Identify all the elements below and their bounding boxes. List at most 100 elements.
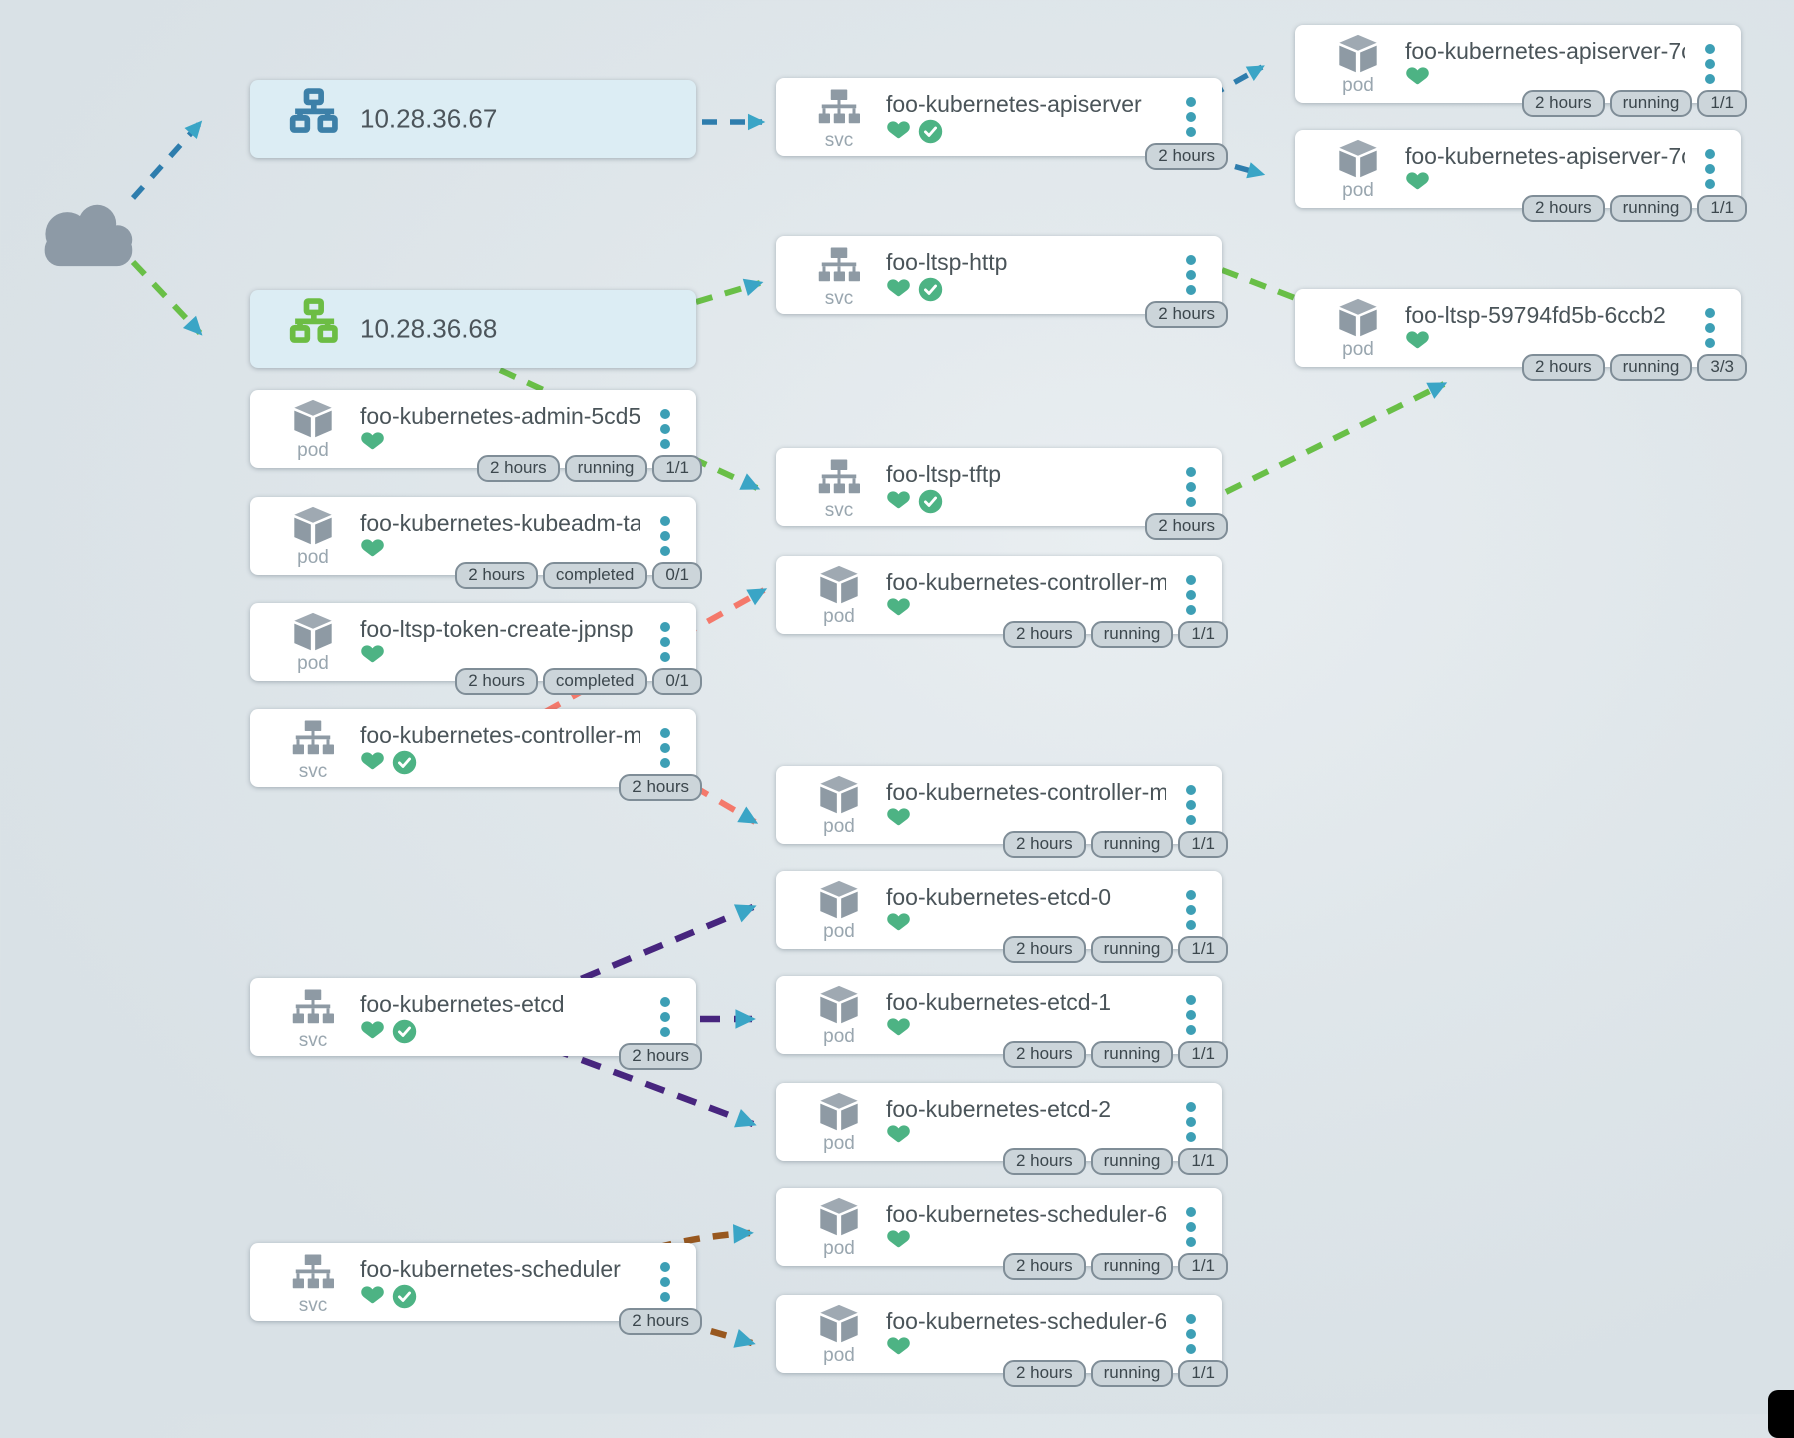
kebab-menu-icon[interactable] bbox=[1182, 991, 1200, 1039]
service-card-foo-kubernetes-apiserver[interactable]: svc foo-kubernetes-apiserver 2 hours bbox=[776, 78, 1228, 170]
kebab-menu-icon[interactable] bbox=[656, 993, 674, 1041]
pod-card-foo-kubernetes-scheduler-1[interactable]: pod foo-kubernetes-scheduler-6776... 2 h… bbox=[776, 1188, 1228, 1280]
ready-badge: 3/3 bbox=[1697, 354, 1747, 381]
card-type-label: pod bbox=[1342, 180, 1374, 201]
ready-badge: 1/1 bbox=[1178, 1253, 1228, 1280]
status-badge: running bbox=[1090, 1253, 1174, 1280]
pod-card-foo-ltsp-token-create[interactable]: pod foo-ltsp-token-create-jpnsp 2 hours … bbox=[250, 603, 702, 695]
kebab-menu-icon[interactable] bbox=[1701, 40, 1719, 88]
kebab-menu-icon[interactable] bbox=[1701, 304, 1719, 352]
node-title: 10.28.36.67 bbox=[360, 103, 498, 134]
kebab-menu-icon[interactable] bbox=[1182, 781, 1200, 829]
card-type-label: pod bbox=[823, 1345, 855, 1366]
pod-card-foo-kubernetes-admin[interactable]: pod foo-kubernetes-admin-5cd5b4... 2 hou… bbox=[250, 390, 702, 482]
kebab-menu-icon[interactable] bbox=[1182, 463, 1200, 511]
age-badge: 2 hours bbox=[455, 562, 538, 589]
pod-cube-icon bbox=[816, 1302, 862, 1348]
status-badge: running bbox=[1090, 1041, 1174, 1068]
kebab-menu-icon[interactable] bbox=[1182, 1310, 1200, 1358]
healthy-heart-icon bbox=[1405, 171, 1430, 194]
kebab-menu-icon[interactable] bbox=[1182, 93, 1200, 141]
card-type-label: pod bbox=[1342, 75, 1374, 96]
service-card-foo-kubernetes-scheduler[interactable]: svc foo-kubernetes-scheduler 2 hours bbox=[250, 1243, 702, 1335]
ready-badge: 1/1 bbox=[1178, 621, 1228, 648]
status-badge: running bbox=[1090, 621, 1174, 648]
ready-badge: 1/1 bbox=[1178, 936, 1228, 963]
card-type-label: svc bbox=[298, 1295, 328, 1316]
kebab-menu-icon[interactable] bbox=[1701, 145, 1719, 193]
status-check-icon bbox=[392, 1284, 417, 1309]
status-badge: completed bbox=[542, 562, 648, 589]
card-type-label: pod bbox=[297, 547, 329, 568]
pod-card-foo-kubernetes-scheduler-2[interactable]: pod foo-kubernetes-scheduler-6776... 2 h… bbox=[776, 1295, 1228, 1387]
status-check-icon bbox=[392, 1019, 417, 1044]
age-badge: 2 hours bbox=[1002, 621, 1086, 648]
card-title: foo-kubernetes-apiserver-7c6cf... bbox=[1405, 38, 1685, 64]
card-type-label: svc bbox=[824, 288, 854, 309]
card-type-label: pod bbox=[1342, 339, 1374, 360]
card-type-label: svc bbox=[824, 500, 854, 521]
edge-node68-ltsp-http-svc bbox=[695, 278, 764, 305]
kebab-menu-icon[interactable] bbox=[1182, 1098, 1200, 1146]
pod-card-foo-kubernetes-apiserver-2[interactable]: pod foo-kubernetes-apiserver-7c6cf... 2 … bbox=[1295, 130, 1747, 222]
pod-cube-icon bbox=[816, 563, 862, 609]
pod-cube-icon bbox=[816, 983, 862, 1029]
edge-ltsp-http-svc-ltsp-pod bbox=[1220, 267, 1320, 309]
pod-cube-icon bbox=[816, 773, 862, 819]
pod-cube-icon bbox=[1335, 296, 1381, 342]
kebab-menu-icon[interactable] bbox=[656, 1258, 674, 1306]
status-badge: running bbox=[564, 455, 648, 482]
healthy-heart-icon bbox=[360, 644, 385, 667]
kebab-menu-icon[interactable] bbox=[656, 618, 674, 666]
service-card-foo-ltsp-http[interactable]: svc foo-ltsp-http 2 hours bbox=[776, 236, 1228, 328]
service-card-foo-ltsp-tftp[interactable]: svc foo-ltsp-tftp 2 hours bbox=[776, 448, 1228, 540]
status-badge: running bbox=[1090, 1148, 1174, 1175]
service-card-foo-kubernetes-etcd[interactable]: svc foo-kubernetes-etcd 2 hours bbox=[250, 978, 702, 1070]
pod-card-foo-kubernetes-controller-manager-2[interactable]: pod foo-kubernetes-controller-man... 2 h… bbox=[776, 766, 1228, 858]
pod-card-foo-ltsp[interactable]: pod foo-ltsp-59794fd5b-6ccb2 2 hours run… bbox=[1295, 289, 1747, 381]
card-title: foo-ltsp-token-create-jpnsp bbox=[360, 616, 634, 642]
service-card-foo-kubernetes-controller-manager[interactable]: svc foo-kubernetes-controller-man... 2 h… bbox=[250, 709, 702, 801]
healthy-heart-icon bbox=[886, 1017, 911, 1040]
pod-card-foo-kubernetes-controller-manager-1[interactable]: pod foo-kubernetes-controller-man... 2 h… bbox=[776, 556, 1228, 648]
kebab-menu-icon[interactable] bbox=[1182, 571, 1200, 619]
corner-action-button[interactable] bbox=[1768, 1390, 1794, 1438]
pod-card-foo-kubernetes-apiserver-1[interactable]: pod foo-kubernetes-apiserver-7c6cf... 2 … bbox=[1295, 25, 1747, 117]
node-card-10-28-36-68[interactable]: 10.28.36.68 bbox=[250, 290, 696, 368]
sitemap-service-icon bbox=[289, 1250, 337, 1298]
kebab-menu-icon[interactable] bbox=[1182, 886, 1200, 934]
kebab-menu-icon[interactable] bbox=[656, 405, 674, 453]
age-badge: 2 hours bbox=[619, 1043, 702, 1070]
card-title: foo-kubernetes-scheduler-6776... bbox=[886, 1201, 1166, 1227]
card-title: foo-kubernetes-controller-man... bbox=[360, 722, 640, 748]
healthy-heart-icon bbox=[886, 1229, 911, 1252]
kebab-menu-icon[interactable] bbox=[656, 724, 674, 772]
healthy-heart-icon bbox=[1405, 330, 1430, 353]
age-badge: 2 hours bbox=[455, 668, 538, 695]
node-title: 10.28.36.68 bbox=[360, 313, 498, 344]
age-badge: 2 hours bbox=[1002, 1253, 1086, 1280]
pod-card-foo-kubernetes-etcd-0[interactable]: pod foo-kubernetes-etcd-0 2 hours runnin… bbox=[776, 871, 1228, 963]
pod-card-foo-kubernetes-kubeadm-tasks[interactable]: pod foo-kubernetes-kubeadm-tasks... 2 ho… bbox=[250, 497, 702, 589]
status-badge: running bbox=[1609, 354, 1693, 381]
card-type-label: pod bbox=[823, 606, 855, 627]
age-badge: 2 hours bbox=[1002, 1360, 1086, 1387]
edge-etcd-svc-etcd0 bbox=[548, 904, 757, 995]
kebab-menu-icon[interactable] bbox=[1182, 1203, 1200, 1251]
pod-card-foo-kubernetes-etcd-2[interactable]: pod foo-kubernetes-etcd-2 2 hours runnin… bbox=[776, 1083, 1228, 1175]
node-card-10-28-36-67[interactable]: 10.28.36.67 bbox=[250, 80, 696, 158]
kebab-menu-icon[interactable] bbox=[1182, 251, 1200, 299]
ready-badge: 1/1 bbox=[1697, 195, 1747, 222]
card-title: foo-ltsp-59794fd5b-6ccb2 bbox=[1405, 302, 1666, 328]
healthy-heart-icon bbox=[360, 751, 385, 774]
age-badge: 2 hours bbox=[1521, 354, 1605, 381]
healthy-heart-icon bbox=[886, 120, 911, 143]
card-title: foo-kubernetes-controller-man... bbox=[886, 779, 1166, 805]
status-check-icon bbox=[918, 277, 943, 302]
card-type-label: pod bbox=[823, 816, 855, 837]
kebab-menu-icon[interactable] bbox=[656, 512, 674, 560]
card-type-label: svc bbox=[824, 130, 854, 151]
age-badge: 2 hours bbox=[1002, 1148, 1086, 1175]
pod-card-foo-kubernetes-etcd-1[interactable]: pod foo-kubernetes-etcd-1 2 hours runnin… bbox=[776, 976, 1228, 1068]
pod-cube-icon bbox=[290, 397, 336, 443]
